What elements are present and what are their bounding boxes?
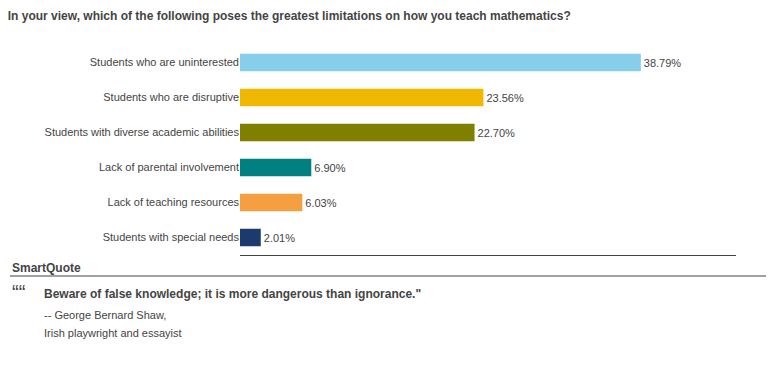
svg-text:6.03%: 6.03% — [305, 197, 336, 209]
svg-text:Students with diverse academic: Students with diverse academic abilities — [45, 126, 240, 138]
svg-text:Lack of teaching resources: Lack of teaching resources — [108, 196, 240, 208]
svg-text:SmartQuote: SmartQuote — [12, 261, 81, 275]
svg-text:Students with special needs: Students with special needs — [103, 231, 240, 243]
svg-text:Irish playwright and essayist: Irish playwright and essayist — [44, 327, 182, 339]
svg-text:22.70%: 22.70% — [478, 127, 516, 139]
svg-text:Beware of false knowledge; it: Beware of false knowledge; it is more da… — [44, 287, 421, 301]
svg-text:-- George Bernard Shaw,: -- George Bernard Shaw, — [44, 309, 166, 321]
svg-text:““: ““ — [12, 281, 25, 303]
svg-text:23.56%: 23.56% — [486, 92, 524, 104]
svg-text:38.79%: 38.79% — [644, 57, 682, 69]
svg-text:6.90%: 6.90% — [314, 162, 345, 174]
svg-text:In your view, which of the fol: In your view, which of the following pos… — [8, 9, 571, 23]
svg-text:2.01%: 2.01% — [264, 232, 295, 244]
svg-text:Students who are disruptive: Students who are disruptive — [103, 91, 239, 103]
svg-text:Lack of parental involvement: Lack of parental involvement — [99, 161, 239, 173]
svg-text:Students who are uninterested: Students who are uninterested — [90, 56, 239, 68]
